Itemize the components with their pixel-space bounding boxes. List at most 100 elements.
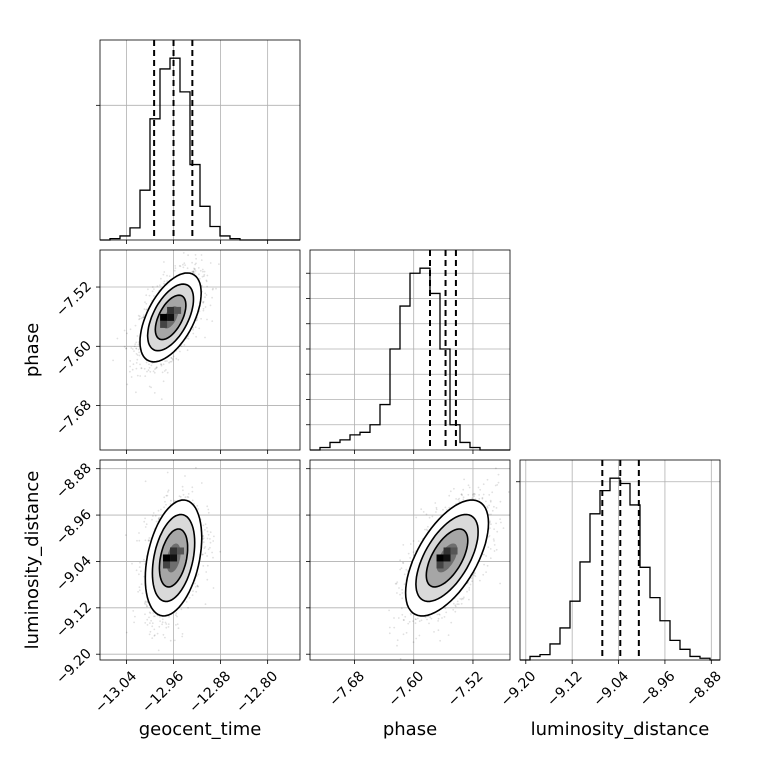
- scatter-point: [112, 359, 114, 362]
- density-peak-cell: [170, 547, 178, 555]
- scatter-point: [195, 262, 197, 265]
- scatter-point: [399, 593, 401, 596]
- scatter-point: [134, 615, 136, 618]
- scatter-point: [211, 551, 214, 554]
- scatter-point: [403, 619, 405, 621]
- scatter-point: [175, 614, 177, 616]
- scatter-point: [152, 612, 155, 614]
- scatter-point: [194, 263, 197, 266]
- scatter-point: [166, 471, 169, 474]
- scatter-point: [136, 335, 139, 337]
- scatter-point: [463, 478, 465, 481]
- scatter-point: [212, 587, 215, 589]
- scatter-point: [194, 268, 196, 270]
- scatter-point: [145, 302, 148, 305]
- scatter-point: [473, 495, 476, 498]
- scatter-point: [146, 624, 149, 626]
- x-tick-label-geocent_time: −12.88: [186, 668, 234, 716]
- scatter-point: [202, 307, 205, 310]
- scatter-point: [171, 358, 174, 360]
- scatter-point: [202, 537, 205, 540]
- scatter-point: [412, 620, 414, 622]
- scatter-point: [473, 574, 475, 577]
- scatter-point: [206, 527, 208, 529]
- scatter-point: [135, 362, 138, 364]
- scatter-point: [161, 371, 164, 374]
- scatter-point: [402, 544, 405, 546]
- scatter-point: [192, 270, 195, 273]
- scatter-point: [497, 473, 500, 476]
- scatter-point: [489, 548, 492, 550]
- y-axis-label-luminosity_distance: luminosity_distance: [22, 471, 43, 650]
- x-tick-label-phase: −7.60: [386, 668, 428, 710]
- pair-panel-phase-luminosity_distance: [388, 467, 510, 660]
- scatter-point: [438, 613, 440, 616]
- scatter-point: [487, 536, 490, 538]
- scatter-point: [167, 623, 170, 625]
- scatter-point: [137, 341, 140, 343]
- scatter-point: [481, 497, 484, 500]
- scatter-point: [491, 509, 494, 512]
- scatter-point: [196, 585, 199, 588]
- scatter-point: [166, 494, 169, 497]
- scatter-point: [144, 539, 147, 542]
- scatter-point: [165, 494, 168, 497]
- scatter-point: [156, 632, 159, 635]
- scatter-point: [197, 573, 200, 576]
- scatter-point: [153, 288, 155, 290]
- scatter-point: [163, 261, 165, 263]
- scatter-point: [135, 569, 138, 572]
- scatter-point: [167, 491, 169, 493]
- scatter-point: [448, 494, 451, 497]
- scatter-point: [193, 272, 196, 275]
- scatter-point: [166, 280, 169, 282]
- scatter-point: [202, 535, 205, 538]
- scatter-point: [482, 483, 485, 486]
- scatter-point: [183, 344, 186, 346]
- scatter-point: [123, 345, 126, 348]
- scatter-point: [173, 499, 176, 502]
- scatter-point: [471, 497, 473, 500]
- scatter-point: [195, 335, 198, 338]
- scatter-point: [203, 275, 205, 278]
- scatter-point: [176, 615, 178, 618]
- scatter-point: [138, 318, 140, 321]
- scatter-point: [168, 615, 170, 618]
- scatter-point: [150, 619, 153, 622]
- scatter-point: [209, 538, 211, 540]
- scatter-point: [489, 500, 492, 503]
- scatter-point: [192, 590, 194, 592]
- scatter-point: [138, 573, 140, 576]
- scatter-point: [152, 615, 155, 618]
- scatter-point: [204, 292, 207, 295]
- scatter-point: [204, 306, 207, 308]
- scatter-point: [186, 349, 189, 352]
- scatter-point: [144, 613, 146, 616]
- scatter-point: [167, 489, 170, 492]
- scatter-point: [206, 505, 209, 508]
- scatter-point: [166, 371, 169, 374]
- scatter-point: [161, 621, 164, 624]
- scatter-point: [437, 629, 440, 632]
- scatter-point: [415, 516, 418, 519]
- scatter-point: [147, 288, 149, 291]
- scatter-point: [151, 286, 154, 288]
- scatter-point: [171, 359, 174, 361]
- scatter-point: [405, 631, 408, 634]
- scatter-point: [160, 364, 163, 367]
- scatter-point: [402, 561, 404, 564]
- scatter-point: [177, 627, 180, 630]
- scatter-point: [138, 354, 141, 357]
- scatter-point: [496, 484, 499, 486]
- scatter-point: [151, 518, 153, 521]
- scatter-point: [191, 490, 194, 493]
- scatter-point: [204, 546, 207, 548]
- scatter-point: [418, 634, 421, 637]
- scatter-point: [142, 316, 145, 319]
- scatter-point: [401, 613, 404, 616]
- scatter-point: [149, 370, 152, 373]
- scatter-point: [148, 537, 151, 539]
- scatter-point: [458, 497, 461, 500]
- scatter-point: [164, 621, 167, 624]
- scatter-point: [123, 329, 126, 332]
